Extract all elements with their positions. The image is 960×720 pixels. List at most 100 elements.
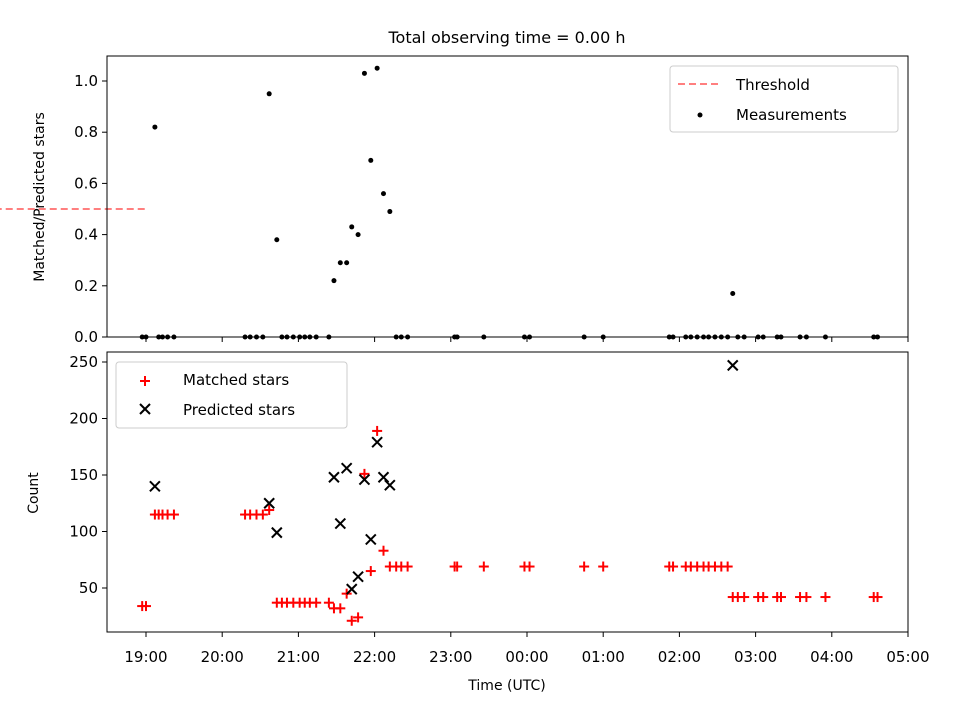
- x-tick-label: 20:00: [201, 648, 244, 666]
- top-y-tick-label: 1.0: [74, 72, 98, 90]
- matched-star-point: [478, 561, 489, 572]
- bottom-axes-frame: [106, 351, 909, 633]
- x-tick-label: 21:00: [277, 648, 320, 666]
- bottom-y-tick-label: 50: [79, 579, 98, 597]
- matched-star-point: [311, 597, 322, 608]
- predicted-star-point: [149, 480, 161, 493]
- bottom-y-tick-label: 200: [69, 410, 98, 428]
- predicted-star-point: [727, 359, 739, 372]
- bottom-y-ticks: 50 100 150 200 250: [69, 353, 107, 597]
- measurement-point: [274, 237, 280, 243]
- bottom-legend: Matched stars Predicted stars: [115, 361, 348, 429]
- measurement-point: [344, 260, 350, 266]
- top-legend: Threshold Measurements: [669, 65, 899, 133]
- matched-star-point: [758, 592, 769, 603]
- matched-star-point: [579, 561, 590, 572]
- x-tick-label: 01:00: [582, 648, 625, 666]
- bottom-y-axis-label: Count: [26, 472, 42, 514]
- top-panel: Total observing time = 0.00 h Matched/Pr…: [0, 28, 909, 346]
- legend-predicted-swatch: [139, 403, 151, 415]
- x-axis-label: Time (UTC): [467, 678, 545, 694]
- measurement-point: [361, 70, 367, 76]
- predicted-star-point: [358, 473, 371, 486]
- matched-star-point: [168, 509, 179, 520]
- matched-star-point: [801, 592, 812, 603]
- matched-star-point: [524, 561, 535, 572]
- top-y-ticks: 0.0 0.2 0.4 0.6 0.8 1.0: [74, 72, 107, 346]
- top-axes-frame: [106, 55, 909, 338]
- measurement-point: [355, 232, 361, 238]
- predicted-star-point: [365, 533, 377, 546]
- matched-star-point: [359, 468, 370, 479]
- matched-star-point: [739, 592, 750, 603]
- matched-star-point: [353, 612, 364, 623]
- matched-star-point: [820, 592, 831, 603]
- top-y-tick-label: 0.2: [74, 277, 98, 295]
- predicted-star-point: [340, 462, 353, 474]
- x-tick-label: 23:00: [429, 648, 472, 666]
- measurement-point: [331, 278, 337, 284]
- predicted-star-point: [352, 570, 364, 583]
- measurement-point: [368, 157, 374, 163]
- x-tick-label: 02:00: [658, 648, 701, 666]
- predicted-star-point: [328, 471, 340, 483]
- legend-matched-label: Matched stars: [183, 371, 289, 389]
- legend-predicted-label: Predicted stars: [183, 401, 295, 419]
- predicted-star-point: [263, 497, 275, 509]
- matched-star-point: [598, 561, 609, 572]
- matched-star-point: [668, 561, 679, 572]
- top-y-tick-label: 0.0: [74, 328, 98, 346]
- x-tick-label: 00:00: [505, 648, 548, 666]
- predicted-star-point: [271, 526, 283, 539]
- top-legend-box: [669, 65, 899, 133]
- matched-star-point: [264, 505, 275, 516]
- matched-star-point: [335, 603, 346, 614]
- predicted-star-point: [377, 471, 390, 483]
- bottom-y-tick-label: 250: [69, 353, 98, 371]
- matched-star-point: [378, 545, 389, 556]
- x-tick-label: 22:00: [353, 648, 396, 666]
- matched-star-point: [257, 509, 268, 520]
- measurement-point: [349, 224, 355, 230]
- matched-star-point: [372, 425, 383, 436]
- matched-star-point: [141, 601, 151, 612]
- matched-star-point: [323, 597, 334, 608]
- predicted-star-point: [334, 517, 347, 530]
- matched-star-point: [402, 561, 413, 572]
- top-y-tick-label: 0.6: [74, 174, 98, 192]
- bottom-y-tick-label: 100: [69, 523, 98, 541]
- matched-star-point: [776, 592, 786, 603]
- top-y-tick-label: 0.8: [74, 123, 98, 141]
- legend-matched-swatch: [140, 376, 150, 386]
- x-tick-label: 04:00: [810, 648, 853, 666]
- top-y-tick-label: 0.4: [74, 226, 98, 244]
- legend-measurements-swatch: [697, 112, 703, 118]
- bottom-y-tick-label: 150: [69, 466, 98, 484]
- chart-title: Total observing time = 0.00 h: [387, 28, 625, 47]
- bottom-legend-box: [115, 361, 348, 429]
- top-y-axis-label: Matched/Predicted stars: [32, 112, 48, 282]
- x-tick-label: 03:00: [734, 648, 777, 666]
- legend-measurements-label: Measurements: [736, 106, 847, 124]
- measurement-point: [152, 124, 158, 130]
- measurement-point: [387, 209, 393, 215]
- legend-threshold-label: Threshold: [735, 76, 810, 94]
- matched-star-point: [346, 615, 357, 626]
- matched-star-point: [452, 561, 463, 572]
- measurement-point: [730, 290, 736, 296]
- predicted-star-point: [371, 436, 383, 448]
- bottom-plot-area: [137, 359, 883, 626]
- measurement-point: [266, 91, 272, 97]
- measurement-point: [374, 65, 380, 71]
- x-tick-label: 05:00: [886, 648, 929, 666]
- predicted-star-point: [384, 479, 396, 491]
- measurement-point: [380, 191, 386, 197]
- matched-star-point: [872, 592, 883, 603]
- bottom-panel: Count Time (UTC) 50 100 150 200 250 19:00 20:…: [26, 351, 930, 694]
- predicted-star-point: [346, 583, 358, 595]
- x-tick-label: 19:00: [124, 648, 167, 666]
- bottom-x-ticks: 19:00 20:00 21:00 22:00 23:00 00:00 01:00 02:00…: [124, 632, 930, 666]
- matched-star-point: [365, 566, 376, 577]
- measurement-point: [337, 260, 343, 266]
